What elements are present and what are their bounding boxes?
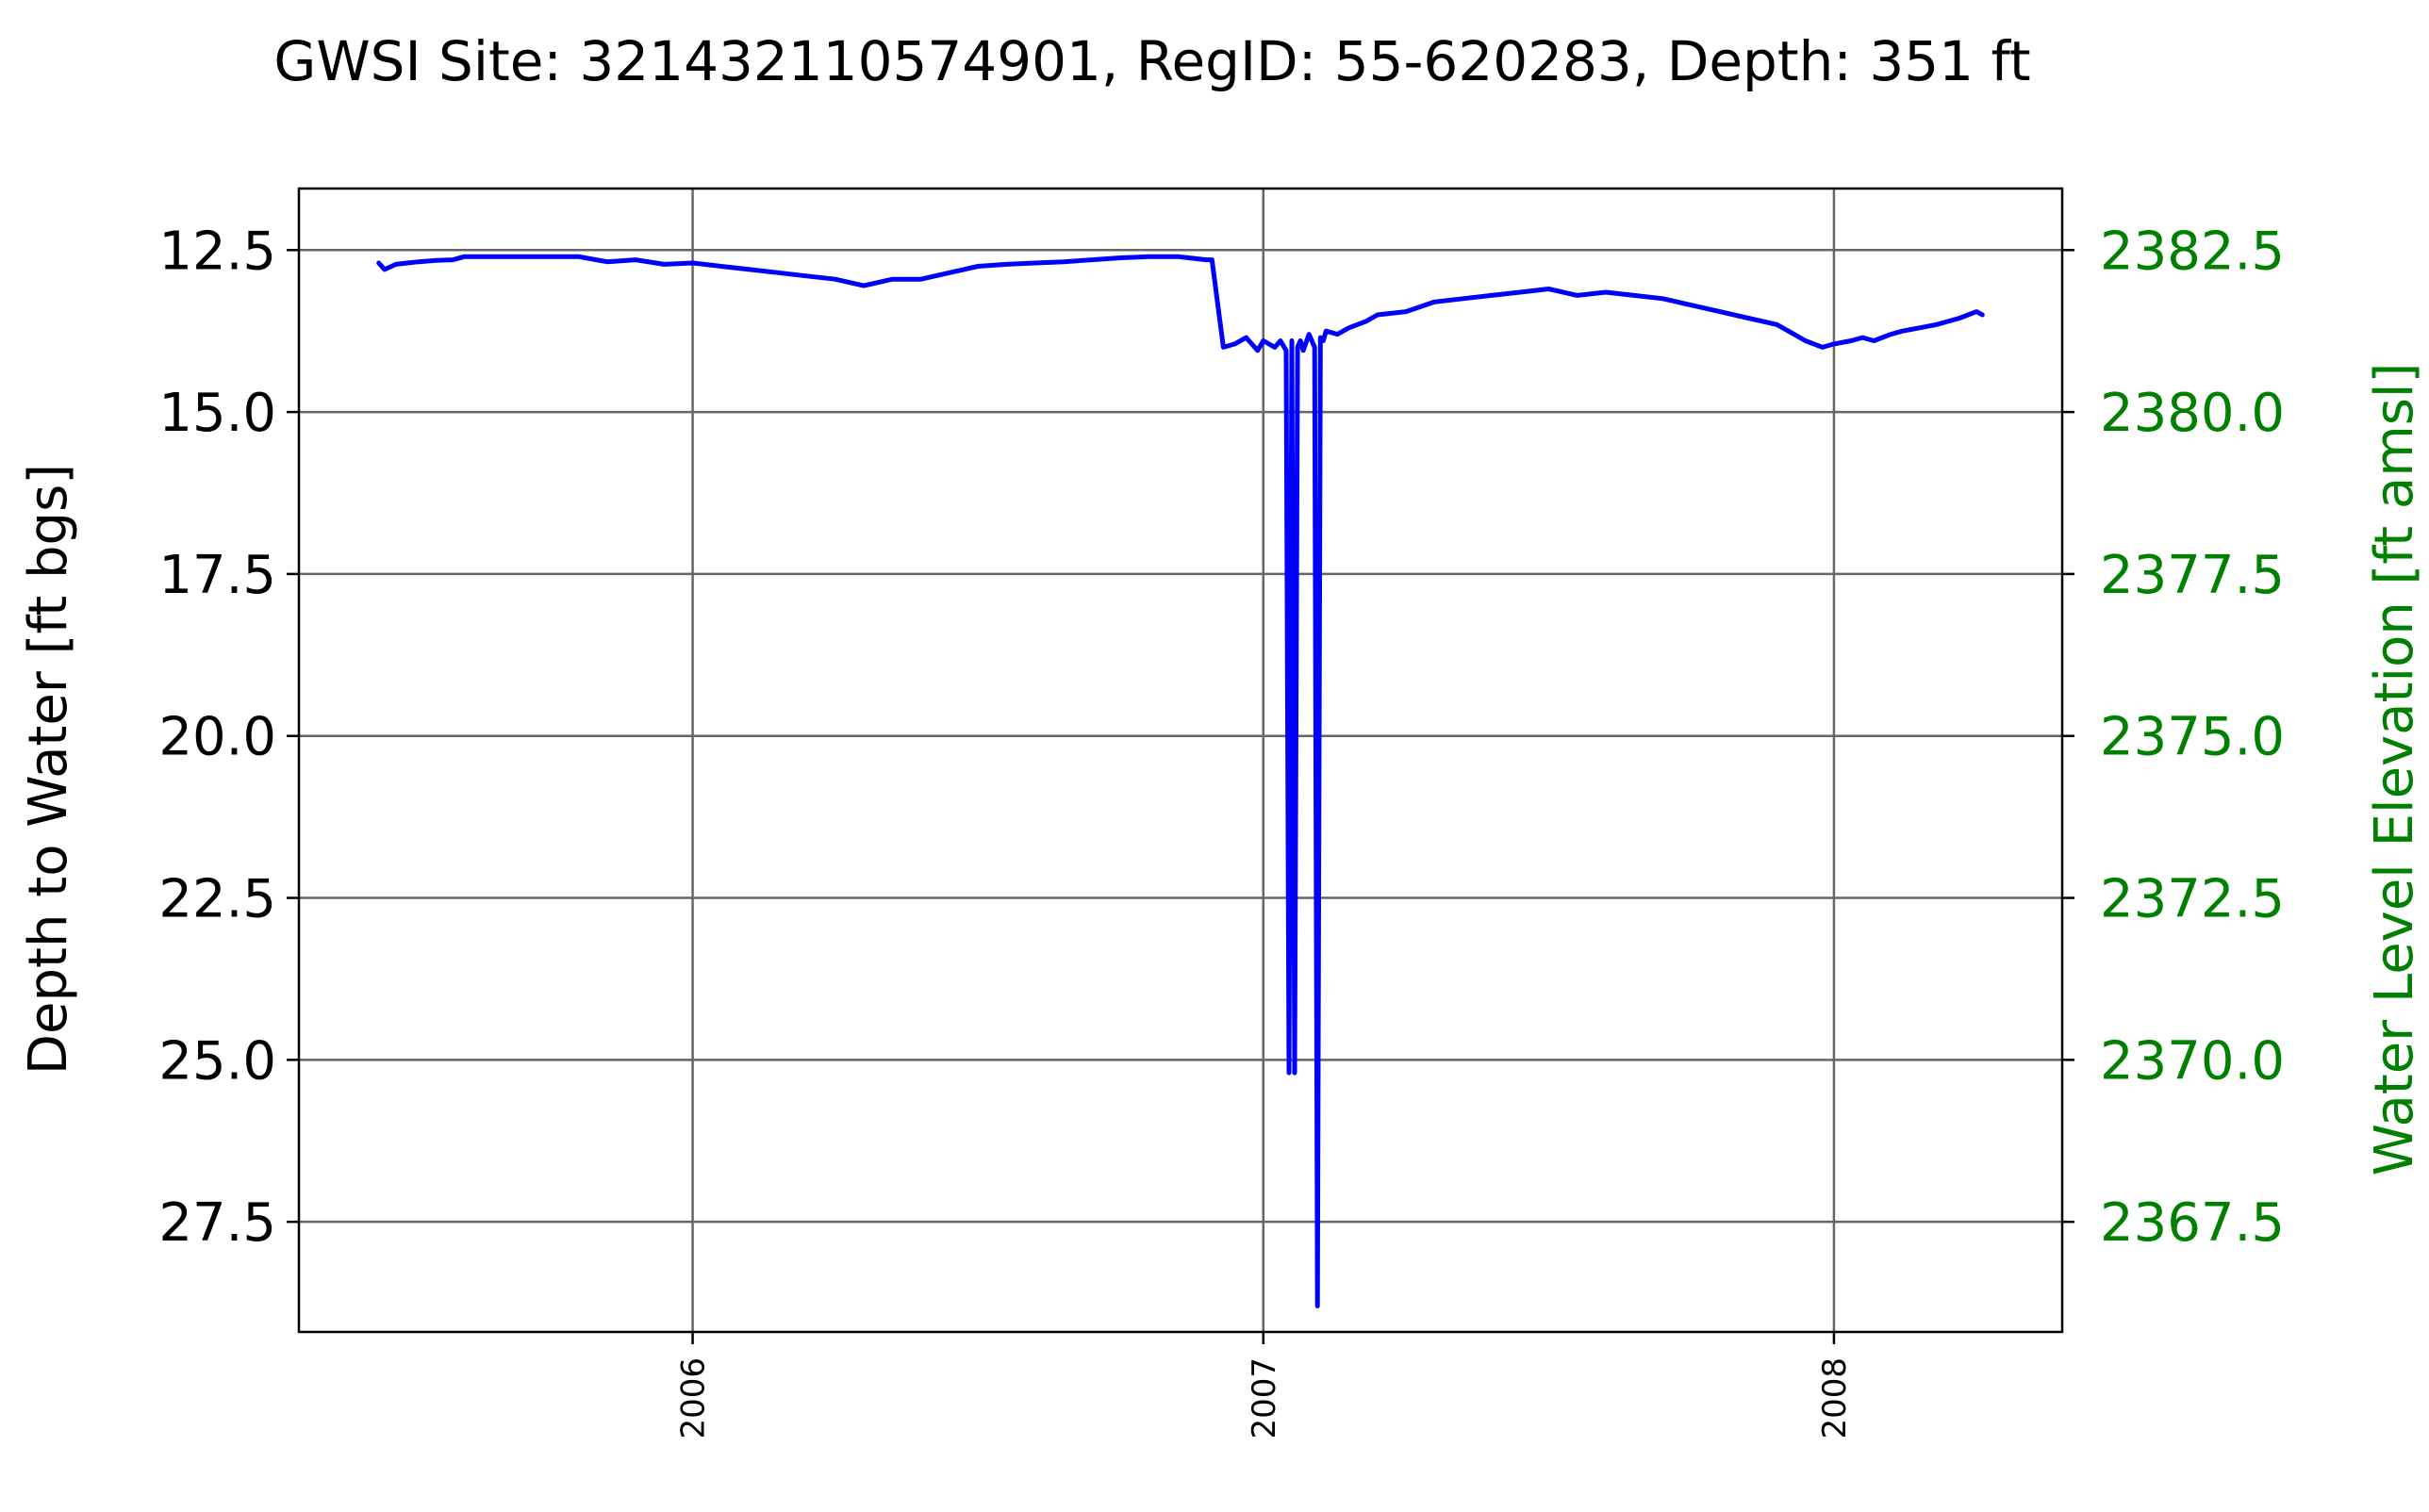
y-right-tick-label: 2380.0 — [2100, 383, 2285, 444]
x-tick-label: 2007 — [1246, 1357, 1283, 1439]
x-tick-label: 2006 — [675, 1357, 713, 1439]
y-tick-label: 25.0 — [158, 1030, 276, 1092]
y-right-tick-label: 2382.5 — [2100, 221, 2285, 282]
tick-layer: 12.5 15.0 17.5 20.0 22.5 25.0 27.5 2382.5 2380.0… — [158, 221, 2285, 1438]
x-tick-label: 2008 — [1816, 1357, 1854, 1439]
line-layer — [376, 254, 1985, 1308]
y-tick-label: 17.5 — [158, 545, 276, 606]
y-right-tick-label: 2372.5 — [2100, 869, 2285, 930]
y-right-tick-label: 2375.0 — [2100, 707, 2285, 768]
y-axis-right-label: Water Level Elevation [ft amsl] — [2364, 363, 2425, 1176]
axes-layer — [297, 187, 2064, 1334]
y-tick-label: 12.5 — [158, 221, 276, 282]
y-tick-label: 27.5 — [158, 1192, 276, 1254]
chart-title: GWSI Site: 321432110574901, RegID: 55-62… — [273, 29, 2030, 93]
y-right-tick-label: 2367.5 — [2100, 1192, 2285, 1254]
y-tick-label: 15.0 — [158, 383, 276, 444]
series-line — [376, 254, 1985, 1308]
y-right-tick-label: 2377.5 — [2100, 545, 2285, 606]
y-tick-label: 22.5 — [158, 869, 276, 930]
grid-layer — [299, 189, 2062, 1332]
y-tick-label: 20.0 — [158, 707, 276, 768]
plot-frame — [297, 187, 2064, 1334]
y-axis-label: Depth to Water [ft bgs] — [18, 464, 79, 1075]
y-right-tick-label: 2370.0 — [2100, 1030, 2285, 1092]
